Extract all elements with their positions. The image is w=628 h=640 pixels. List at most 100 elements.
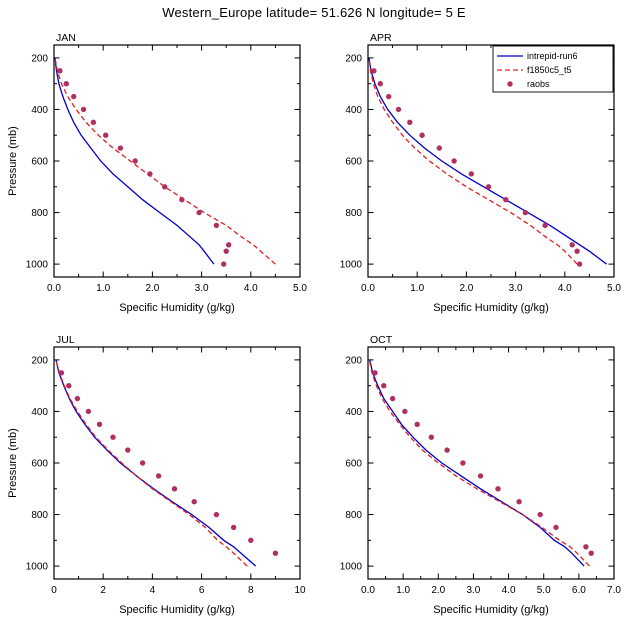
raobs-point [226,242,232,248]
x-tick-label: 4.0 [244,283,258,294]
raobs-point [371,68,377,74]
x-tick-label: 4 [150,585,156,596]
x-tick-label: 5.0 [607,283,621,294]
x-tick-label: 0.0 [361,585,375,596]
panel-title: OCT [370,334,393,346]
plot-frame [53,44,301,278]
y-axis-label: Pressure (mb) [7,126,19,196]
raobs-point [58,370,65,376]
chart-panel-oct: OCT 0.0 1.0 2.0 3.0 4.0 5.0 6.0 7.0 200 400 600 800 1… [340,334,622,616]
raobs-point [485,184,492,190]
legend-label: intrepid-run6 [527,51,578,61]
raobs-point [553,524,559,531]
raobs-point [381,383,387,389]
x-tick-label: 4.0 [558,283,572,294]
y-tick-label: 800 [345,510,362,521]
x-tick-label: 6 [199,585,205,596]
series-f1850c5_t5 [55,359,248,567]
raobs-point [537,511,543,518]
x-tick-label: 10 [294,585,306,596]
series-f1850c5_t5 [368,359,590,567]
raobs-point [377,81,383,87]
y-tick-label: 400 [31,407,48,418]
chart-panel-apr: APR 0.0 1.0 2.0 3.0 4.0 5.0 200 400 600 800 1000 Spe… [340,32,622,314]
raobs-point [444,447,450,453]
raobs-point [230,524,237,531]
y-tick-label: 600 [31,459,48,470]
raobs-point [495,486,501,492]
x-tick-label: 3.0 [509,283,523,294]
x-tick-label: 6.0 [572,585,586,596]
x-tick-label: 2.0 [145,283,159,294]
series-f1850c5_t5 [54,57,276,265]
raobs-point [248,537,254,543]
raobs-point [110,434,116,440]
x-tick-label: 5.0 [537,585,551,596]
y-tick-label: 200 [31,355,48,366]
raobs-point [419,132,425,138]
x-tick-label: 0 [51,585,57,596]
raobs-point [196,209,202,216]
y-tick-label: 400 [345,407,362,418]
raobs-point [389,395,396,402]
raobs-point [96,421,103,427]
x-tick-label: 2.0 [431,585,445,596]
raobs-point [468,171,474,177]
x-tick-label: 3.0 [195,283,209,294]
panel-title: APR [370,32,392,44]
raobs-point [66,383,72,389]
raobs-point [221,261,227,267]
raobs-point [171,486,178,492]
panel-title: JAN [56,32,76,44]
raobs-point [179,197,185,203]
y-tick-label: 200 [345,355,362,366]
raobs-point [542,222,548,229]
legend-box [492,45,614,93]
y-tick-label: 200 [31,53,48,64]
plot-frame [53,346,301,580]
panel-cell-jan: JAN 0.0 1.0 2.0 3.0 4.0 5.0 200 400 600 800 1000 Spe… [0,29,314,331]
raobs-point [569,242,575,248]
raobs-point [63,81,69,87]
x-axis-label: Specific Humidity (g/kg) [119,604,235,616]
raobs-point [147,171,153,177]
y-tick-label: 600 [31,157,48,168]
raobs-point [428,434,434,440]
y-tick-label: 600 [345,459,362,470]
chart-panel-jan: JAN 0.0 1.0 2.0 3.0 4.0 5.0 200 400 600 800 1000 Spe… [7,32,307,314]
x-axis-label: Specific Humidity (g/kg) [433,302,549,314]
y-axis-label: Pressure (mb) [7,428,19,498]
raobs-point [576,261,583,267]
raobs-point [407,119,413,126]
x-tick-label: 8 [248,585,254,596]
series-intrepid-run6 [54,57,215,265]
y-tick-label: 800 [31,510,48,521]
x-tick-label: 0.0 [361,283,375,294]
raobs-point [386,93,392,100]
x-tick-label: 4.0 [502,585,516,596]
y-tick-label: 1000 [26,260,49,271]
raobs-point [74,395,81,402]
x-tick-label: 7.0 [607,585,621,596]
legend-label: f1850c5_t5 [527,65,572,75]
raobs-point [132,158,138,164]
x-tick-label: 0.0 [47,283,61,294]
y-tick-label: 400 [345,105,362,116]
series-intrepid-run6 [369,359,585,567]
raobs-point [372,370,378,376]
panel-title: JUL [56,334,75,346]
raobs-point [402,408,408,415]
y-tick-label: 1000 [340,562,363,573]
raobs-point [80,106,87,113]
panel-grid: JAN 0.0 1.0 2.0 3.0 4.0 5.0 200 400 600 800 1000 Spe… [0,29,628,633]
series-f1850c5_t5 [368,57,578,265]
panel-cell-oct: OCT 0.0 1.0 2.0 3.0 4.0 5.0 6.0 7.0 200 400 600 800 1… [314,331,628,633]
raobs-point [191,499,197,505]
raobs-point [117,145,124,151]
y-tick-label: 1000 [26,562,49,573]
raobs-point [451,158,457,164]
raobs-point [516,499,522,505]
raobs-point [85,408,92,415]
raobs-point [414,421,420,427]
